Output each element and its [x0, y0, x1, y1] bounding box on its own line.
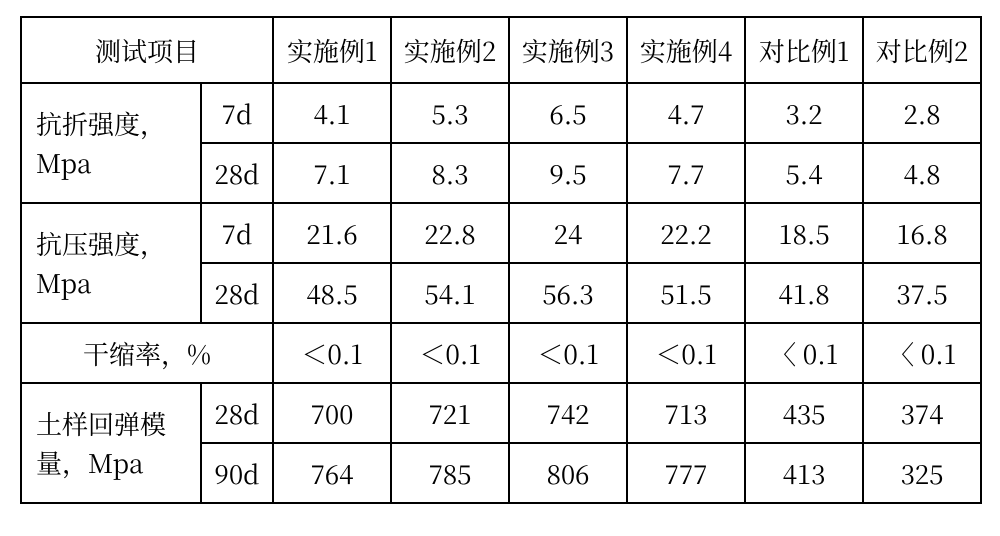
table-row: 抗折强度，Mpa 7d 4.1 5.3 6.5 4.7 3.2 2.8 — [21, 83, 981, 143]
data-cell: 51.5 — [627, 263, 745, 323]
data-cell: 24 — [509, 203, 627, 263]
data-cell: ＜0.1 — [273, 323, 391, 383]
data-cell: 700 — [273, 383, 391, 443]
row-label-resilient: 土样回弹模量，Mpa — [21, 383, 201, 503]
header-col-2: 实施例2 — [391, 17, 509, 83]
data-cell: 54.1 — [391, 263, 509, 323]
data-cell: 5.4 — [745, 143, 863, 203]
age-cell: 28d — [201, 143, 273, 203]
data-cell: 56.3 — [509, 263, 627, 323]
data-cell: 721 — [391, 383, 509, 443]
age-cell: 7d — [201, 203, 273, 263]
header-col-3: 实施例3 — [509, 17, 627, 83]
data-cell: 3.2 — [745, 83, 863, 143]
data-cell: 806 — [509, 443, 627, 503]
data-cell: 41.8 — [745, 263, 863, 323]
data-cell: 16.8 — [863, 203, 981, 263]
data-cell: 4.7 — [627, 83, 745, 143]
data-cell: 325 — [863, 443, 981, 503]
data-cell: 374 — [863, 383, 981, 443]
row-label-compressive: 抗压强度，Mpa — [21, 203, 201, 323]
data-cell: 413 — [745, 443, 863, 503]
data-cell: 6.5 — [509, 83, 627, 143]
table-container: 测试项目 实施例1 实施例2 实施例3 实施例4 对比例1 对比例2 抗折强度，… — [0, 0, 1000, 536]
data-cell: 18.5 — [745, 203, 863, 263]
data-cell: 7.7 — [627, 143, 745, 203]
data-cell: ＜0.1 — [509, 323, 627, 383]
age-cell: 28d — [201, 383, 273, 443]
data-cell: 764 — [273, 443, 391, 503]
data-cell: 37.5 — [863, 263, 981, 323]
data-cell: 435 — [745, 383, 863, 443]
data-cell: 7.1 — [273, 143, 391, 203]
table-header-row: 测试项目 实施例1 实施例2 实施例3 实施例4 对比例1 对比例2 — [21, 17, 981, 83]
header-col-5: 对比例1 — [745, 17, 863, 83]
data-cell: 2.8 — [863, 83, 981, 143]
data-cell: 22.2 — [627, 203, 745, 263]
header-col-1: 实施例1 — [273, 17, 391, 83]
table-row: 干缩率，% ＜0.1 ＜0.1 ＜0.1 ＜0.1 〈 0.1 〈 0.1 — [21, 323, 981, 383]
data-cell: 9.5 — [509, 143, 627, 203]
age-cell: 90d — [201, 443, 273, 503]
data-cell: 48.5 — [273, 263, 391, 323]
row-label-flexural: 抗折强度，Mpa — [21, 83, 201, 203]
header-col-6: 对比例2 — [863, 17, 981, 83]
age-cell: 7d — [201, 83, 273, 143]
row-label-shrinkage: 干缩率，% — [21, 323, 273, 383]
data-table: 测试项目 实施例1 实施例2 实施例3 实施例4 对比例1 对比例2 抗折强度，… — [20, 16, 982, 504]
data-cell: 777 — [627, 443, 745, 503]
data-cell: 8.3 — [391, 143, 509, 203]
data-cell: 4.1 — [273, 83, 391, 143]
data-cell: 785 — [391, 443, 509, 503]
data-cell: 4.8 — [863, 143, 981, 203]
data-cell: 21.6 — [273, 203, 391, 263]
table-row: 土样回弹模量，Mpa 28d 700 721 742 713 435 374 — [21, 383, 981, 443]
data-cell: 〈 0.1 — [745, 323, 863, 383]
data-cell: 742 — [509, 383, 627, 443]
header-col-4: 实施例4 — [627, 17, 745, 83]
data-cell: 713 — [627, 383, 745, 443]
data-cell: 〈 0.1 — [863, 323, 981, 383]
data-cell: 22.8 — [391, 203, 509, 263]
data-cell: ＜0.1 — [391, 323, 509, 383]
data-cell: 5.3 — [391, 83, 509, 143]
table-row: 抗压强度，Mpa 7d 21.6 22.8 24 22.2 18.5 16.8 — [21, 203, 981, 263]
age-cell: 28d — [201, 263, 273, 323]
header-test-label: 测试项目 — [21, 17, 273, 83]
data-cell: ＜0.1 — [627, 323, 745, 383]
